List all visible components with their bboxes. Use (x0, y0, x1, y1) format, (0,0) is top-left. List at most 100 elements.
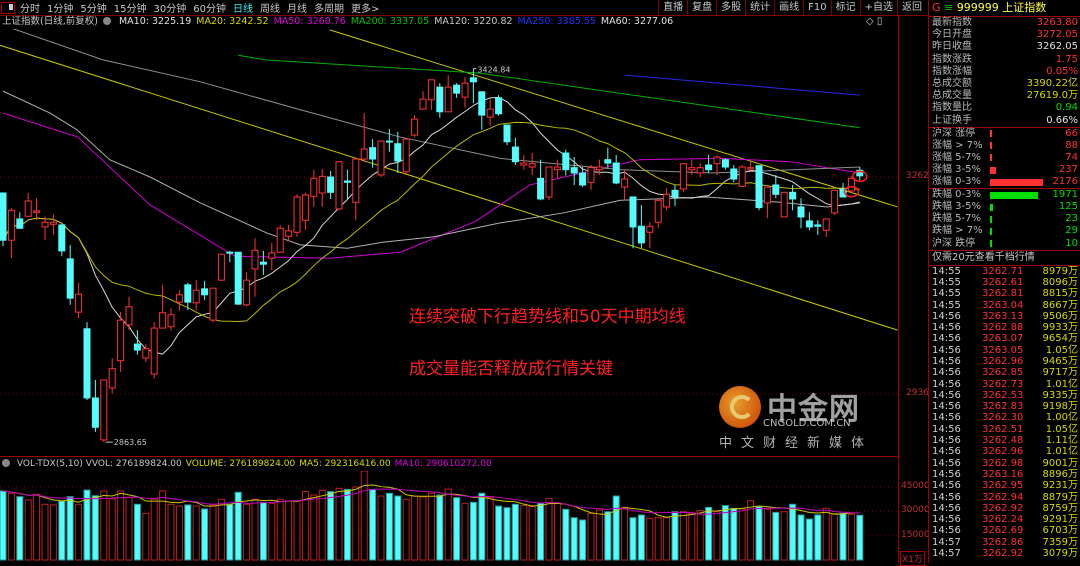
candle (713, 155, 721, 176)
tick-time: 14:56 (932, 491, 961, 503)
candle (679, 163, 687, 193)
candle-body (831, 189, 839, 214)
volume-bar (66, 496, 74, 561)
volume-bar (394, 495, 402, 561)
period-tab[interactable]: 60分钟 (193, 4, 226, 15)
candle-body (486, 108, 494, 118)
settings-dot-icon[interactable] (102, 17, 111, 25)
toolbar-button[interactable]: 返回 (897, 0, 926, 15)
candle (0, 192, 7, 247)
volume-bar (789, 503, 797, 561)
tick-time: 14:56 (932, 502, 961, 514)
toolbar-button[interactable]: 标记 (830, 0, 860, 15)
period-tab[interactable]: 日线 (232, 4, 253, 15)
volume-bar (814, 514, 822, 561)
period-tab[interactable]: 月线 (286, 4, 307, 15)
candle-body (537, 177, 545, 200)
period-tab[interactable]: 分时 (20, 4, 40, 15)
toolbar-button[interactable]: 多股 (716, 0, 745, 15)
candle (629, 196, 637, 249)
panel-toggle-icon[interactable] (1, 1, 15, 14)
panel-title: G ≡ 999999 上证指数 (929, 0, 1080, 17)
tick-price: 3263.05 (982, 344, 1024, 356)
volume-bar (604, 511, 612, 561)
volume-bar (847, 513, 855, 561)
candle-body (251, 249, 259, 270)
volume-bar (201, 508, 209, 561)
candle (654, 198, 662, 229)
period-tab[interactable]: 周线 (259, 4, 280, 15)
index-name: 上证指数 (1002, 1, 1047, 14)
period-tab[interactable]: 1分钟 (47, 4, 74, 15)
window-toggle-icon[interactable]: ▯ (876, 16, 883, 27)
tick-time: 14:57 (932, 536, 961, 548)
candle-body (822, 218, 830, 231)
settings-dot-icon[interactable] (2, 459, 10, 467)
candle-body (226, 251, 234, 254)
tick-time: 14:56 (932, 514, 961, 526)
toolbar-button[interactable]: 统计 (745, 0, 774, 15)
tick-list: 14:55 3262.71 8979万 14:55 3262.61 8096万 14:55 3… (929, 266, 1080, 560)
candle-body (108, 368, 116, 389)
ma-value: MA10: 3225.19 (118, 16, 192, 27)
quote-panel: G ≡ 999999 上证指数 最新指数 3263.80 今日开盘 3272.05 昨日… (928, 0, 1080, 563)
toolbar-button[interactable]: 直播 (658, 0, 687, 15)
candle (453, 83, 461, 98)
volume-bar (251, 498, 259, 561)
toolbar-button[interactable]: F10 (803, 0, 830, 15)
tick-price: 3262.96 (982, 356, 1024, 367)
candle (486, 99, 494, 126)
period-tab[interactable]: 5分钟 (80, 4, 107, 15)
volume-bar (461, 502, 469, 561)
tick-time: 14:56 (932, 423, 961, 435)
candle-body (738, 166, 746, 187)
tick-volume: 1.01亿 (1045, 446, 1078, 458)
breadth-count: 2176 (1052, 176, 1078, 188)
toolbar-button[interactable]: 复盘 (687, 0, 716, 15)
breadth-bar (990, 240, 992, 248)
candle (537, 159, 545, 201)
candle (268, 242, 276, 271)
candle-body (495, 97, 503, 115)
volume-bar (679, 511, 687, 561)
diamond-icon[interactable]: ◇ (866, 16, 874, 27)
candle-body (385, 140, 393, 143)
volume-bar (411, 495, 419, 561)
volume-bar (24, 499, 32, 561)
promo-text[interactable]: 仅需20元查看千档行情 (932, 251, 1035, 263)
volume-ma10-line (2, 488, 860, 515)
candle-body (419, 98, 427, 110)
candle-body (201, 288, 209, 296)
breadth-label: 沪深 跌停 (932, 237, 976, 249)
toolbar-button[interactable]: +自选 (859, 0, 897, 15)
candle (444, 75, 452, 113)
menu-icon[interactable]: ≡ (944, 1, 954, 14)
volume-bar (184, 504, 192, 561)
stat-value: 3263.80 (1036, 17, 1078, 28)
candle (419, 91, 427, 110)
level2-promo[interactable]: 仅需20元查看千档行情 (929, 251, 1080, 266)
candle-body (637, 225, 645, 244)
breadth-count: 29 (1065, 225, 1078, 237)
kline-chart[interactable]: 3424.84 2863.65 (0, 0, 898, 563)
volume-bar (100, 490, 108, 561)
period-tab[interactable]: 15分钟 (113, 4, 147, 15)
volume-bar (663, 517, 671, 561)
breadth-bar (990, 191, 1038, 199)
period-tab[interactable]: 30分钟 (153, 4, 187, 15)
volume-bar (83, 489, 91, 561)
candle (402, 138, 410, 175)
candle-body (436, 86, 444, 113)
toolbar-button[interactable]: 画线 (774, 0, 803, 15)
stat-label: 指数量比 (932, 102, 972, 114)
candle (318, 169, 326, 207)
trend-line (0, 44, 898, 331)
period-tab[interactable]: 更多> (350, 4, 380, 15)
volume-bar (696, 510, 704, 561)
candle-body (394, 143, 402, 162)
volume-bar (763, 508, 771, 561)
volume-bar (175, 505, 183, 561)
period-tab[interactable]: 多周期 (313, 4, 344, 15)
breadth-row: 跌幅 > 7% 29 (929, 225, 1080, 237)
breadth-row: 沪深 跌停 10 (929, 238, 1080, 250)
